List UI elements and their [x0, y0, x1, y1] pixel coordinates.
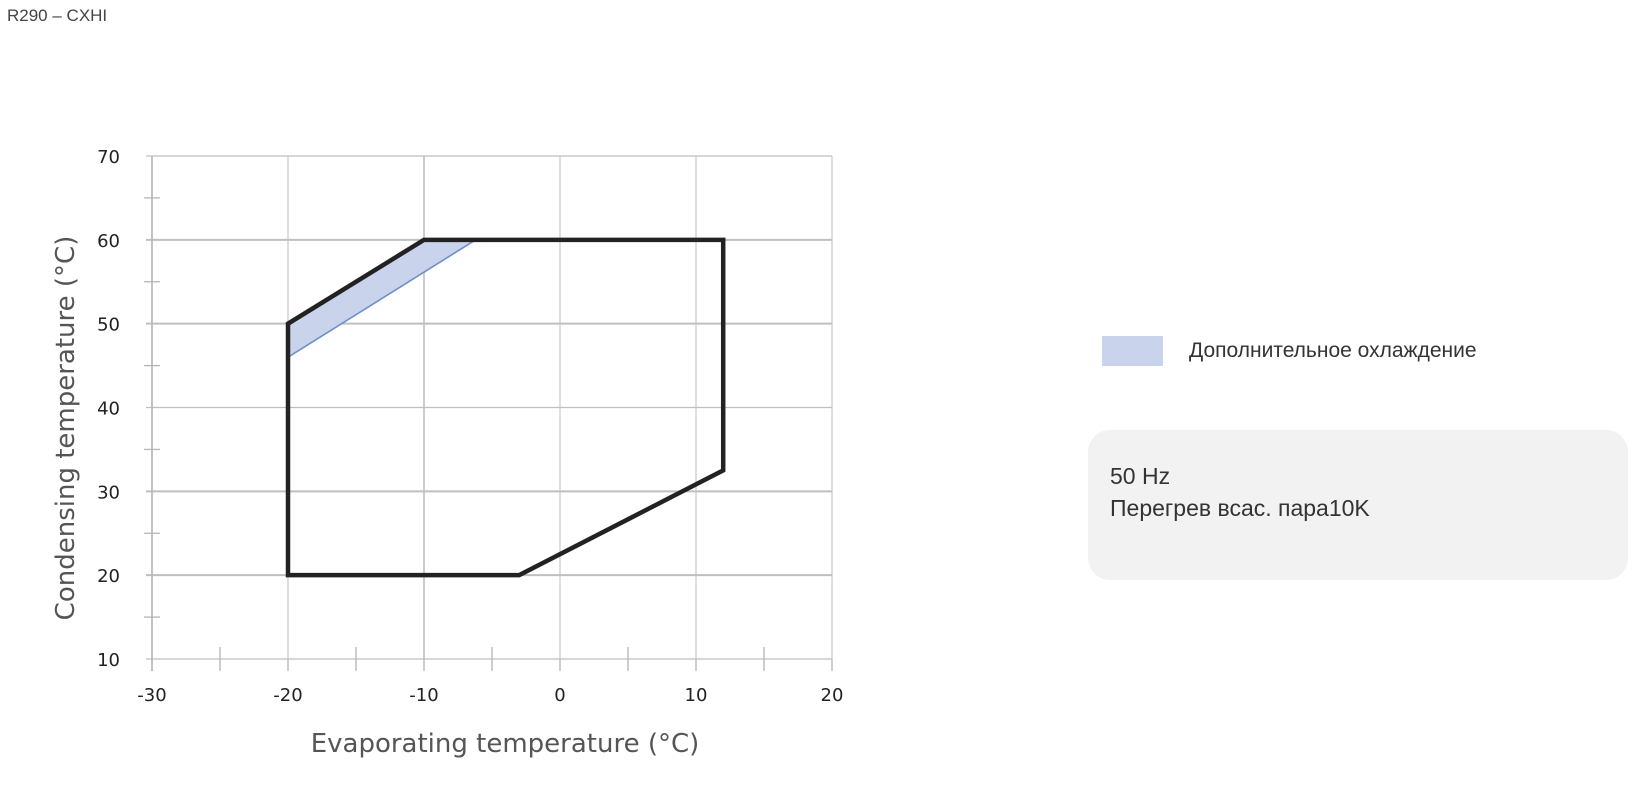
x-tick-label: -10 — [409, 685, 438, 706]
chart: -30 -20 -10 0 10 20 10 20 30 40 50 60 70 Evaporatin… — [51, 147, 843, 759]
legend-swatch — [1102, 336, 1163, 366]
info-box: 50 Hz Перегрев всас. пара10K — [1088, 430, 1628, 580]
x-axis-tick-labels: -30 -20 -10 0 10 20 — [137, 685, 843, 706]
y-axis-tick-labels: 10 20 30 40 50 60 70 — [97, 147, 120, 671]
page-title: R290 – CXHI — [7, 6, 108, 25]
info-superheat: Перегрев всас. пара10K — [1110, 495, 1370, 521]
y-tick-label: 40 — [97, 399, 120, 420]
legend-label: Дополнительное охлаждение — [1189, 339, 1477, 362]
y-tick-label: 30 — [97, 482, 120, 503]
envelope-outline — [285, 237, 726, 578]
chart-series-layer — [287, 239, 477, 358]
y-tick-label: 70 — [97, 147, 120, 168]
x-tick-label: -20 — [273, 685, 302, 706]
x-axis-title: Evaporating temperature (°C) — [311, 729, 700, 759]
chart-envelope-layer — [285, 237, 726, 578]
chart-minor-ticks — [144, 197, 833, 671]
y-tick-label: 10 — [97, 650, 120, 671]
chart-grid — [146, 155, 833, 671]
y-axis-title: Condensing temperature (°C) — [51, 236, 81, 621]
y-tick-label: 20 — [97, 566, 120, 587]
y-tick-label: 50 — [97, 315, 120, 336]
x-tick-label: -30 — [137, 685, 166, 706]
series-edge-extra-cooling — [287, 239, 477, 358]
x-tick-label: 0 — [554, 685, 565, 706]
x-tick-label: 10 — [685, 685, 708, 706]
info-frequency: 50 Hz — [1110, 463, 1171, 489]
y-tick-label: 60 — [97, 231, 120, 252]
legend: Дополнительное охлаждение — [1102, 336, 1477, 366]
x-tick-label: 20 — [821, 685, 844, 706]
